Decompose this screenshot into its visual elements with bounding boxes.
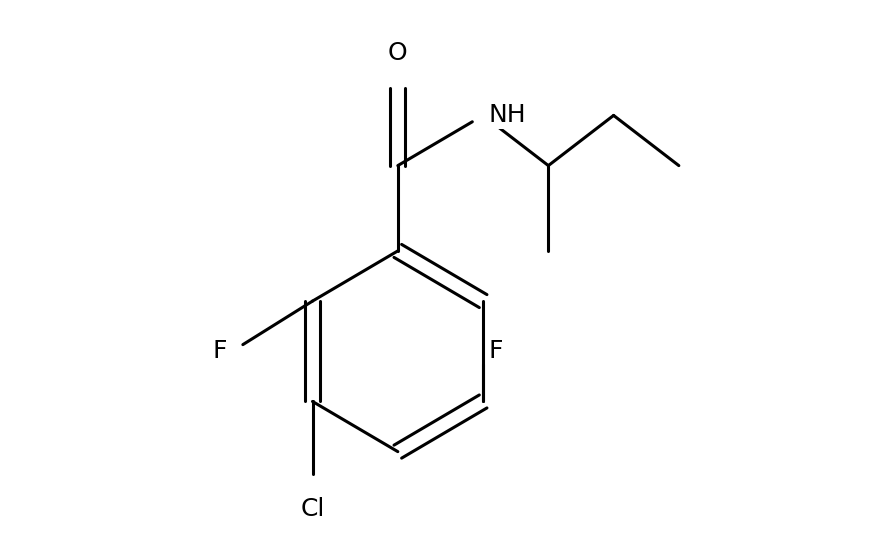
Text: Cl: Cl bbox=[300, 497, 324, 521]
Text: F: F bbox=[212, 339, 228, 363]
Text: O: O bbox=[388, 41, 408, 65]
Text: NH: NH bbox=[488, 103, 526, 128]
Text: F: F bbox=[488, 339, 503, 363]
